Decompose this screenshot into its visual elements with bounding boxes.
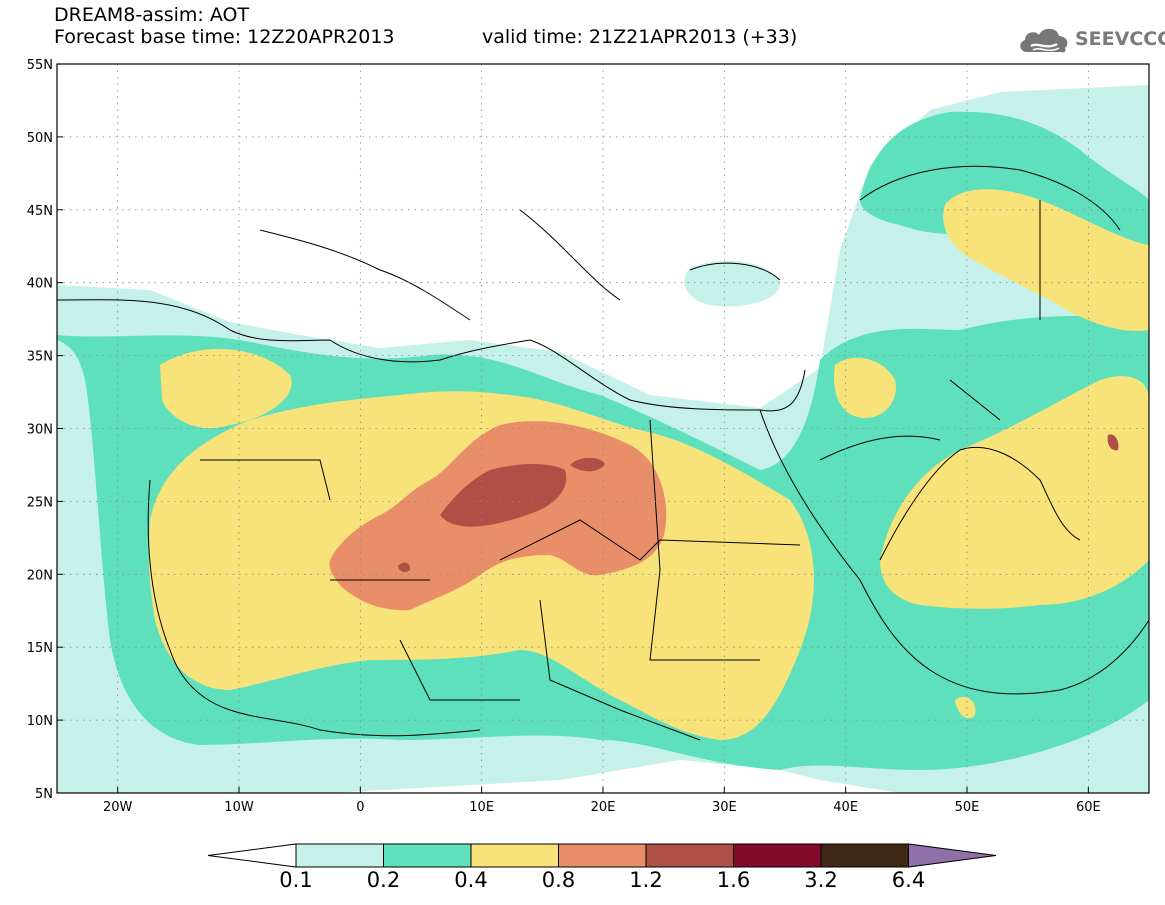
lat-label: 35N: [27, 350, 53, 365]
lon-label: 10E: [469, 800, 494, 815]
lon-label: 40E: [833, 800, 858, 815]
colorbar-level-label: 0.1: [279, 868, 313, 892]
valid-time: valid time: 21Z21APR2013 (+33): [482, 26, 798, 48]
lon-label: 0: [356, 800, 364, 815]
gridlines: [57, 64, 1149, 793]
lat-label: 40N: [27, 277, 53, 292]
lat-label: 5N: [35, 787, 53, 802]
colorbar-level-label: 0.2: [366, 868, 401, 892]
lat-label: 25N: [27, 495, 53, 510]
title-line-1: DREAM8-assim: AOT: [54, 4, 250, 26]
lon-label: 50E: [955, 800, 980, 815]
seevccc-logo: SEEVCCC: [1017, 22, 1165, 58]
lat-label: 15N: [27, 641, 53, 656]
lat-label: 20N: [27, 568, 53, 583]
lon-label: 20W: [103, 800, 133, 815]
colorbar-level-label: 3.2: [804, 868, 838, 892]
cloud-icon: [1020, 28, 1068, 53]
aot-map: 55N 50N 45N 40N 35N 30N 25N 20N 15N 10N 5N 20W 10W 0 1…: [27, 58, 1150, 815]
logo-text: SEEVCCC: [1075, 28, 1165, 50]
colorbar-level-label: 0.8: [541, 868, 576, 892]
lat-label: 55N: [27, 58, 53, 73]
colorbar-level-label: 6.4: [891, 868, 926, 892]
lat-label: 45N: [27, 204, 53, 219]
axis-ticks: 55N 50N 45N 40N 35N 30N 25N 20N 15N 10N 5N 20W 10W 0 1…: [27, 58, 1101, 815]
lat-label: 50N: [27, 131, 53, 146]
lon-label: 60E: [1076, 800, 1101, 815]
lon-label: 30E: [712, 800, 737, 815]
colorbar-level-label: 0.4: [454, 868, 488, 892]
aot-band-1.2: [398, 434, 1119, 573]
colorbar-level-label: 1.2: [629, 868, 663, 892]
colorbar-level-label: 1.6: [716, 868, 751, 892]
forecast-base-time: Forecast base time: 12Z20APR2013: [54, 26, 395, 48]
lat-label: 10N: [27, 714, 53, 729]
lon-label: 10W: [224, 800, 254, 815]
lon-label: 20E: [591, 800, 616, 815]
coastlines: [57, 165, 1149, 741]
lat-label: 30N: [27, 423, 53, 438]
